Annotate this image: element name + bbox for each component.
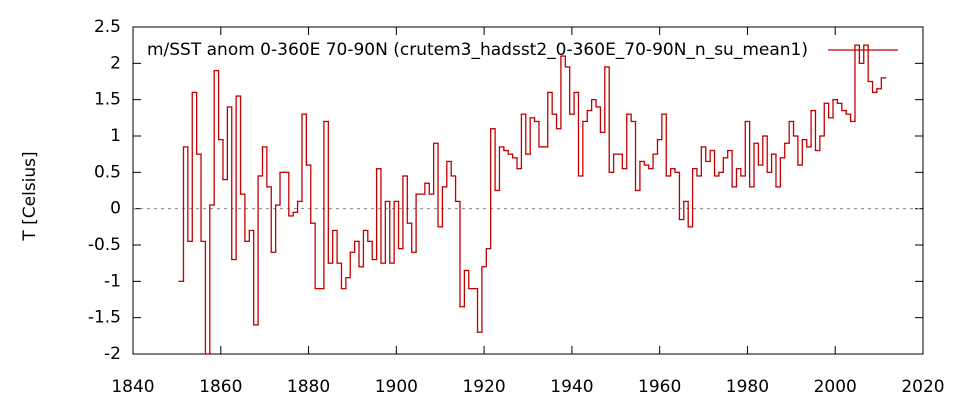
y-tick-label: 2.5: [94, 17, 121, 37]
y-tick-label: 0.5: [94, 162, 121, 182]
y-tick-label: -1: [104, 271, 121, 291]
y-tick-label: 0: [110, 199, 121, 219]
y-tick-label: 1: [110, 126, 121, 146]
x-tick-label: 1840: [111, 377, 154, 397]
legend-label: m/SST anom 0-360E 70-90N (crutem3_hadsst…: [147, 40, 808, 60]
y-tick-label: -2: [104, 344, 121, 364]
x-tick-label: 1860: [199, 377, 242, 397]
y-axis-label: T [Celsius]: [20, 151, 40, 241]
x-tick-label: 1880: [287, 377, 330, 397]
plot-frame: [132, 26, 924, 355]
x-tick-label: 1900: [375, 377, 418, 397]
x-tick-label: 1980: [726, 377, 769, 397]
y-tick-label: 1.5: [94, 90, 121, 110]
x-tick-label: 1920: [462, 377, 505, 397]
x-tick-label: 2020: [901, 377, 944, 397]
x-tick-label: 1960: [638, 377, 681, 397]
y-tick-label: -1.5: [88, 308, 121, 328]
x-tick-label: 1940: [550, 377, 593, 397]
y-tick-label: 2: [110, 53, 121, 73]
y-tick-label: -0.5: [88, 235, 121, 255]
x-tick-label: 2000: [814, 377, 857, 397]
